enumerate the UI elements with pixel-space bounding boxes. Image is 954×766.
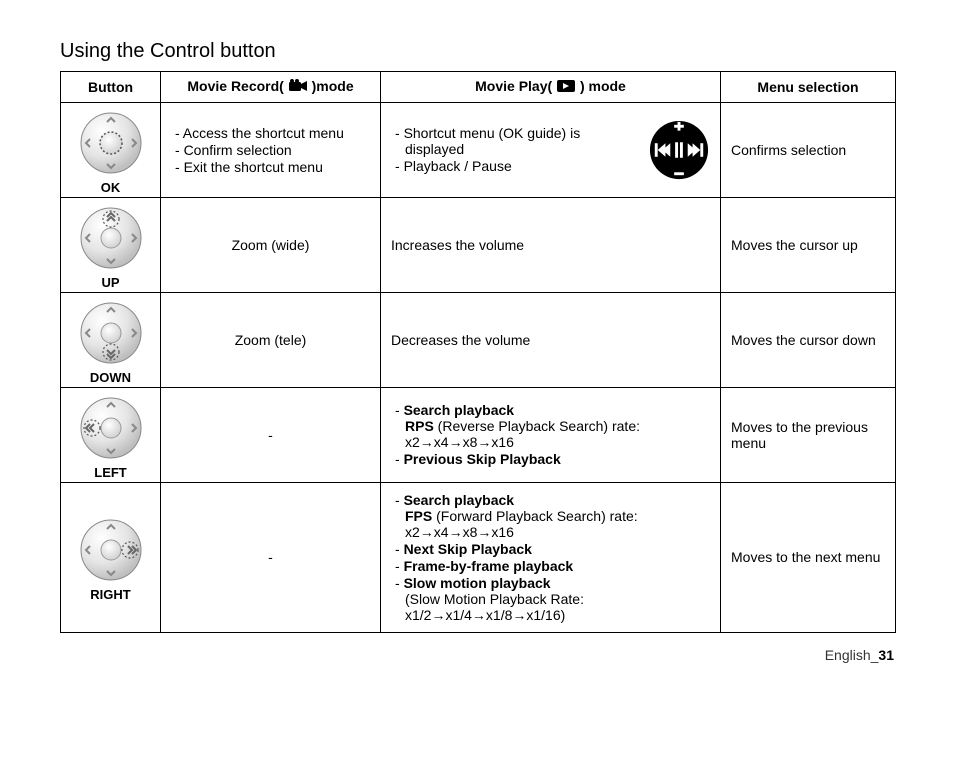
fps-text: (Forward Playback Search) rate: x2→x4→x8… bbox=[405, 508, 638, 540]
control-button-table: Button Movie Record( )mode Movie Play( bbox=[60, 71, 896, 633]
menu-cell-right: Moves to the next menu bbox=[721, 482, 896, 632]
search-playback-label: Search playback bbox=[404, 402, 515, 418]
button-label-ok: OK bbox=[65, 180, 156, 195]
play-cell-ok: Shortcut menu (OK guide) is displayed Pl… bbox=[381, 102, 721, 197]
next-skip-label: Next Skip Playback bbox=[404, 541, 532, 557]
record-cell-down: Zoom (tele) bbox=[161, 292, 381, 387]
header-record: Movie Record( )mode bbox=[161, 72, 381, 103]
record-ok-item: Access the shortcut menu bbox=[171, 125, 370, 141]
header-menu: Menu selection bbox=[721, 72, 896, 103]
frame-label: Frame-by-frame playback bbox=[404, 558, 574, 574]
header-play: Movie Play( ) mode bbox=[381, 72, 721, 103]
camcorder-icon bbox=[288, 79, 308, 96]
playback-icon bbox=[556, 79, 576, 96]
play-left-prevskip: Previous Skip Playback bbox=[391, 451, 710, 467]
button-label-right: RIGHT bbox=[65, 587, 156, 602]
button-cell-up: UP bbox=[61, 197, 161, 292]
prev-skip-label: Previous Skip Playback bbox=[404, 451, 561, 467]
play-cell-up: Increases the volume bbox=[381, 197, 721, 292]
button-label-left: LEFT bbox=[65, 465, 156, 480]
play-cell-right: Search playback FPS (Forward Playback Se… bbox=[381, 482, 721, 632]
record-cell-up: Zoom (wide) bbox=[161, 197, 381, 292]
play-ok-item: Shortcut menu (OK guide) is displayed bbox=[391, 125, 638, 157]
row-up: UP Zoom (wide) Increases the volume Move… bbox=[61, 197, 896, 292]
play-right-slow: Slow motion playback (Slow Motion Playba… bbox=[391, 575, 710, 623]
rps-label: RPS bbox=[405, 418, 434, 434]
control-pad-left-icon bbox=[79, 396, 143, 460]
header-record-prefix: Movie Record( bbox=[187, 78, 283, 94]
row-down: DOWN Zoom (tele) Decreases the volume Mo… bbox=[61, 292, 896, 387]
fps-label: FPS bbox=[405, 508, 432, 524]
play-left-search: Search playback RPS (Reverse Playback Se… bbox=[391, 402, 710, 450]
record-cell-right: - bbox=[161, 482, 381, 632]
record-ok-item: Confirm selection bbox=[171, 142, 370, 158]
record-ok-item: Exit the shortcut menu bbox=[171, 159, 370, 175]
menu-cell-ok: Confirms selection bbox=[721, 102, 896, 197]
menu-cell-down: Moves the cursor down bbox=[721, 292, 896, 387]
header-record-suffix: )mode bbox=[312, 78, 354, 94]
rps-text: (Reverse Playback Search) rate: x2→x4→x8… bbox=[405, 418, 640, 450]
header-play-prefix: Movie Play( bbox=[475, 78, 552, 94]
footer-lang: English bbox=[825, 647, 871, 663]
control-pad-up-icon bbox=[79, 206, 143, 270]
slow-label: Slow motion playback bbox=[404, 575, 551, 591]
header-button: Button bbox=[61, 72, 161, 103]
play-ok-item: Playback / Pause bbox=[391, 158, 638, 174]
button-cell-down: DOWN bbox=[61, 292, 161, 387]
header-play-suffix: ) mode bbox=[580, 78, 626, 94]
play-right-search: Search playback FPS (Forward Playback Se… bbox=[391, 492, 710, 540]
button-label-down: DOWN bbox=[65, 370, 156, 385]
row-right: RIGHT - Search playback FPS (Forward Pla… bbox=[61, 482, 896, 632]
page-title: Using the Control button bbox=[60, 40, 894, 63]
play-cell-down: Decreases the volume bbox=[381, 292, 721, 387]
play-right-frame: Frame-by-frame playback bbox=[391, 558, 710, 574]
slow-rate-text: (Slow Motion Playback Rate: x1/2→x1/4→x1… bbox=[405, 591, 584, 623]
record-cell-ok: Access the shortcut menu Confirm selecti… bbox=[161, 102, 381, 197]
menu-cell-up: Moves the cursor up bbox=[721, 197, 896, 292]
playback-control-badge-icon bbox=[648, 119, 710, 181]
table-header-row: Button Movie Record( )mode Movie Play( bbox=[61, 72, 896, 103]
page-footer: English_31 bbox=[60, 647, 894, 663]
row-ok: OK Access the shortcut menu Confirm sele… bbox=[61, 102, 896, 197]
play-right-nextskip: Next Skip Playback bbox=[391, 541, 710, 557]
control-pad-down-icon bbox=[79, 301, 143, 365]
button-cell-left: LEFT bbox=[61, 387, 161, 482]
button-label-up: UP bbox=[65, 275, 156, 290]
row-left: LEFT - Search playback RPS (Reverse Play… bbox=[61, 387, 896, 482]
control-pad-ok-icon bbox=[79, 111, 143, 175]
button-cell-ok: OK bbox=[61, 102, 161, 197]
footer-page: 31 bbox=[878, 647, 894, 663]
button-cell-right: RIGHT bbox=[61, 482, 161, 632]
control-pad-right-icon bbox=[79, 518, 143, 582]
play-cell-left: Search playback RPS (Reverse Playback Se… bbox=[381, 387, 721, 482]
search-playback-label: Search playback bbox=[404, 492, 515, 508]
record-cell-left: - bbox=[161, 387, 381, 482]
menu-cell-left: Moves to the previous menu bbox=[721, 387, 896, 482]
center-highlight-icon bbox=[100, 132, 122, 154]
